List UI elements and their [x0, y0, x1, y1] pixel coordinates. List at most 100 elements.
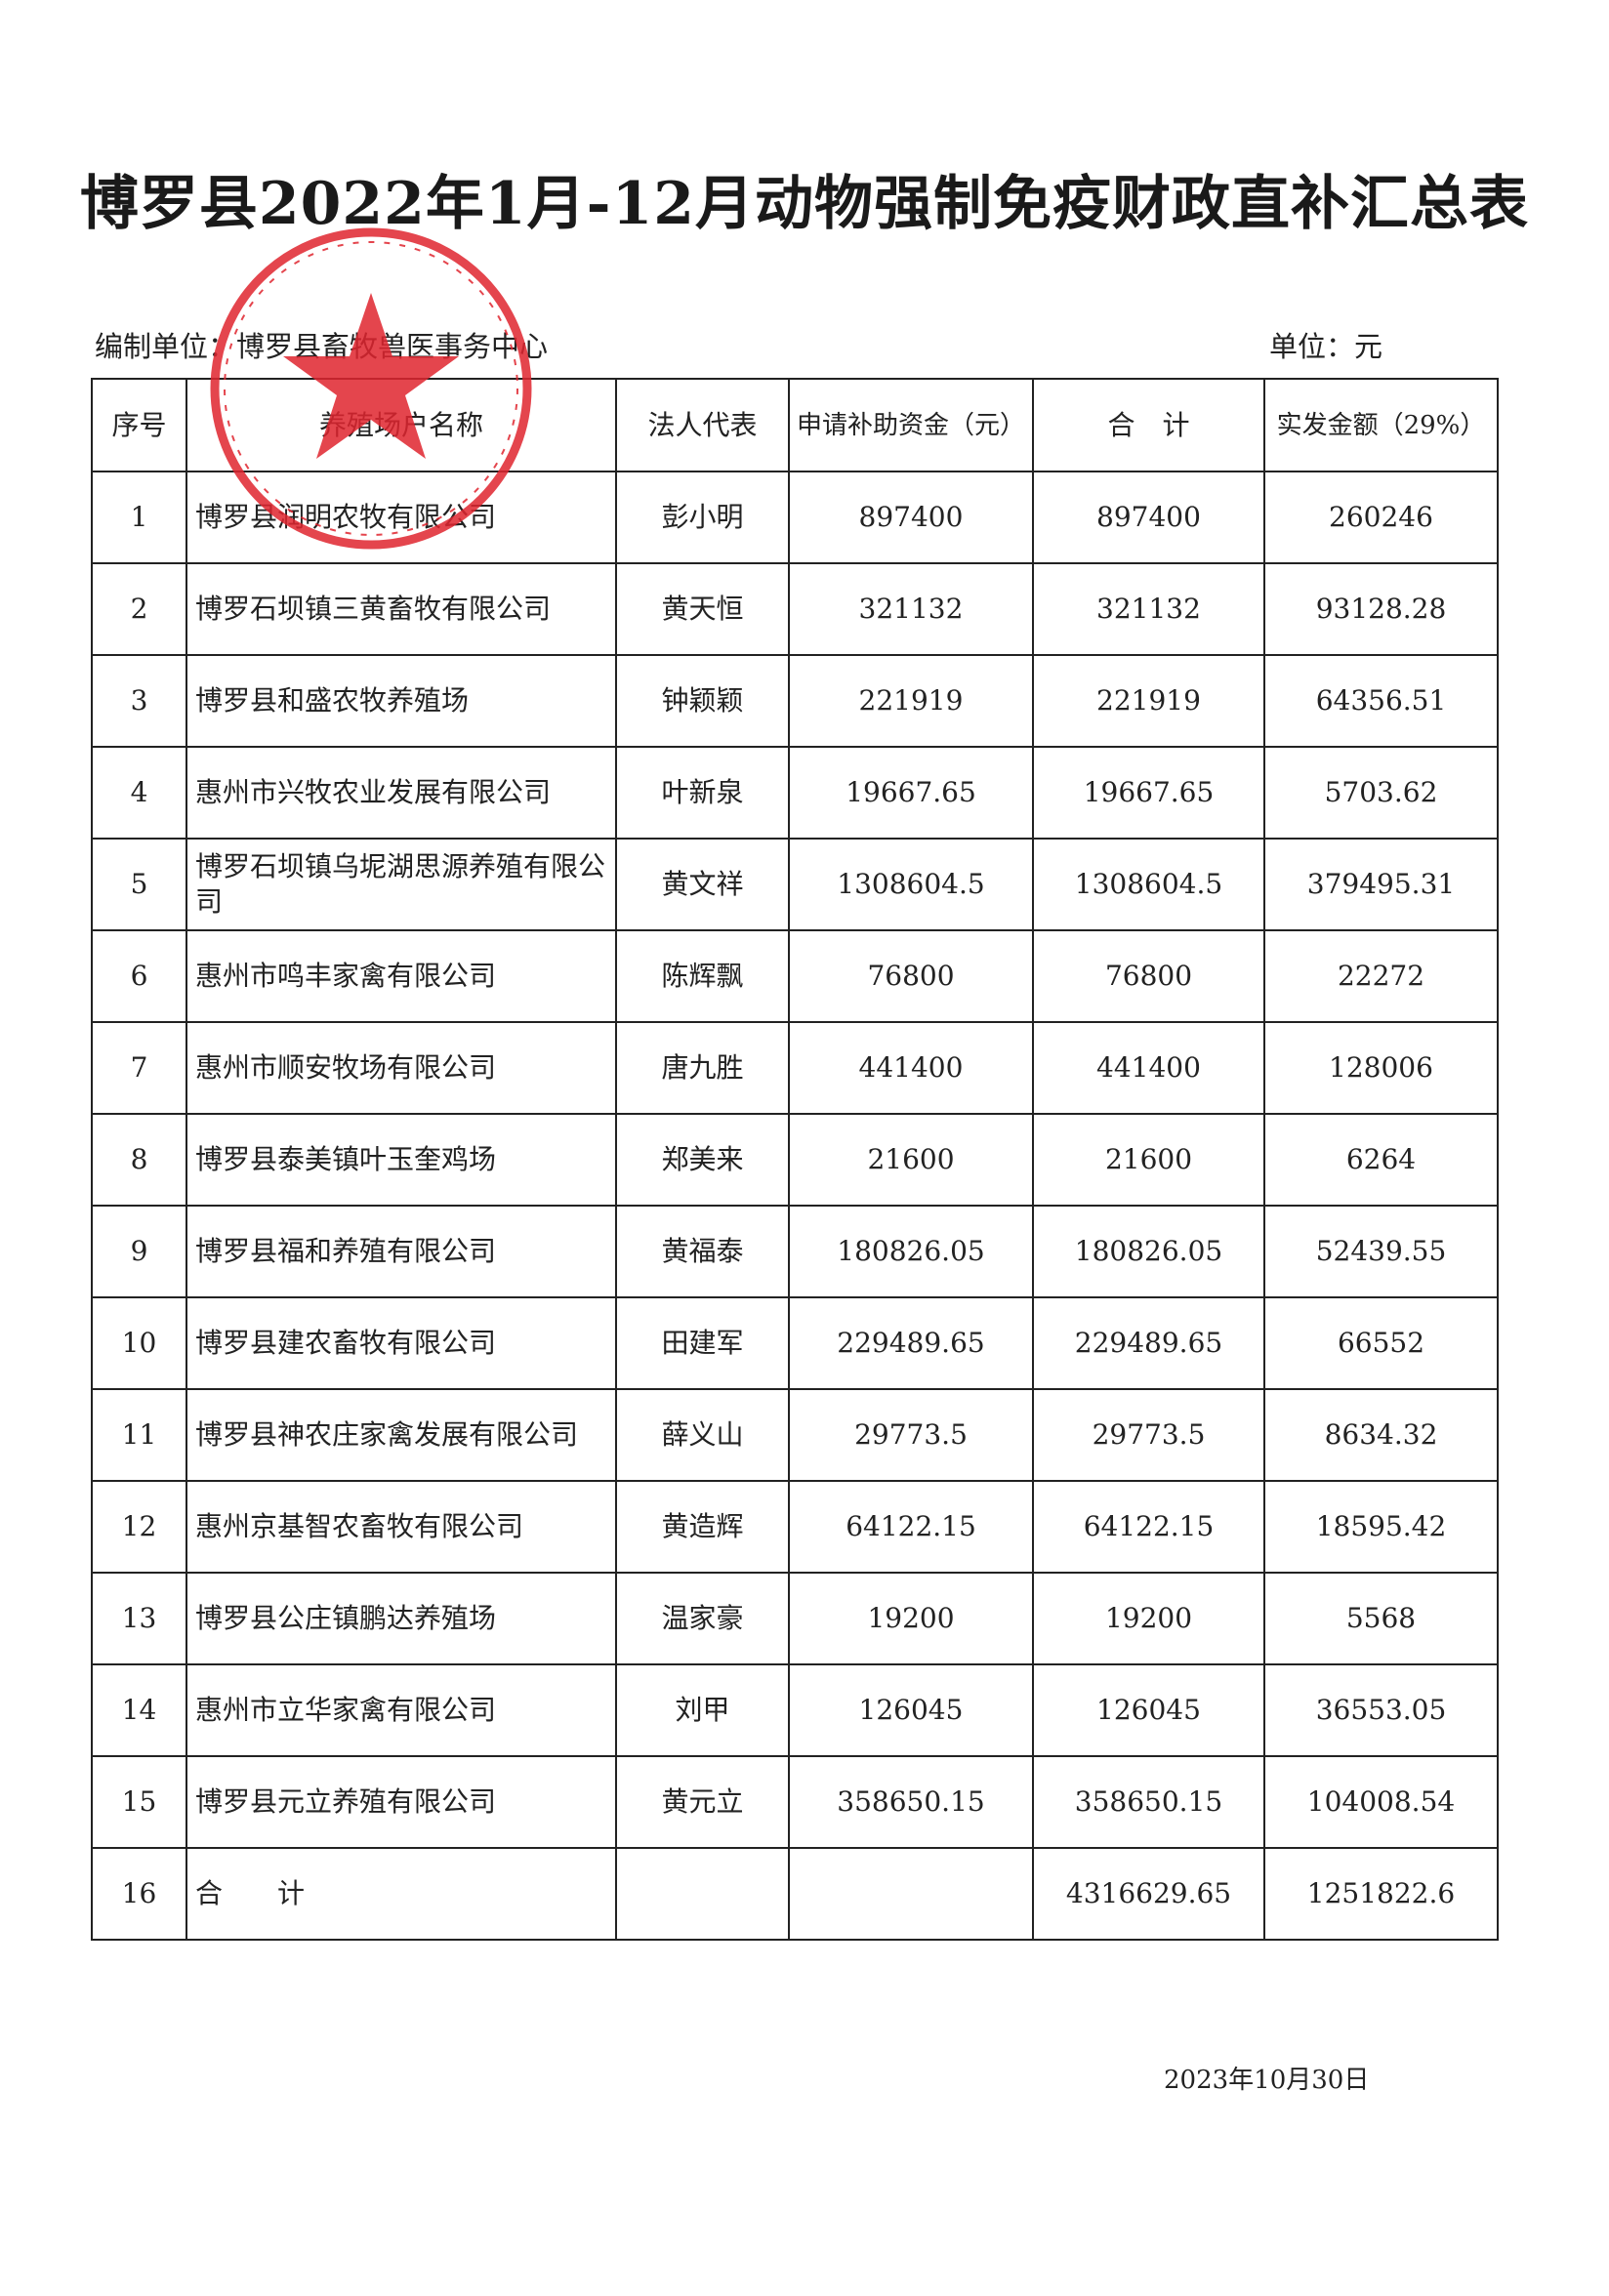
farm-name: 博罗县泰美镇叶玉奎鸡场 — [186, 1113, 617, 1207]
table-row: 4 惠州市兴牧农业发展有限公司 叶新泉 19667.65 19667.65 5703.62 — [91, 746, 1499, 840]
legal-representative: 黄元立 — [615, 1755, 790, 1849]
total-amount: 229489.65 — [1032, 1296, 1265, 1390]
currency-unit: 单位：元 — [1269, 330, 1383, 363]
total-amount: 358650.15 — [1032, 1755, 1265, 1849]
legal-representative: 郑美来 — [615, 1113, 790, 1207]
farm-name: 惠州市顺安牧场有限公司 — [186, 1021, 617, 1115]
table-row: 7 惠州市顺安牧场有限公司 唐九胜 441400 441400 128006 — [91, 1021, 1499, 1115]
legal-representative: 刘甲 — [615, 1663, 790, 1757]
table-row: 6 惠州市鸣丰家禽有限公司 陈辉飘 76800 76800 22272 — [91, 929, 1499, 1023]
header-cell: 合 计 — [1032, 378, 1265, 472]
header-cell: 法人代表 — [615, 378, 790, 472]
total-amount: 321132 — [1032, 562, 1265, 656]
table-row: 8 博罗县泰美镇叶玉奎鸡场 郑美来 21600 21600 6264 — [91, 1113, 1499, 1207]
row-number: 16 — [91, 1847, 187, 1941]
paid-amount: 5703.62 — [1263, 746, 1499, 840]
row-number: 11 — [91, 1388, 187, 1482]
row-number: 10 — [91, 1296, 187, 1390]
farm-name: 惠州市兴牧农业发展有限公司 — [186, 746, 617, 840]
row-number: 14 — [91, 1663, 187, 1757]
table-row: 2 博罗石坝镇三黄畜牧有限公司 黄天恒 321132 321132 93128.28 — [91, 562, 1499, 656]
legal-representative: 黄天恒 — [615, 562, 790, 656]
requested-amount: 21600 — [788, 1113, 1034, 1207]
table-row: 5 博罗石坝镇乌坭湖思源养殖有限公司 黄文祥 1308604.5 1308604.5 37… — [91, 838, 1499, 931]
total-amount: 76800 — [1032, 929, 1265, 1023]
table-row: 14 惠州市立华家禽有限公司 刘甲 126045 126045 36553.05 — [91, 1663, 1499, 1757]
farm-name: 博罗县公庄镇鹏达养殖场 — [186, 1572, 617, 1665]
total-amount: 19667.65 — [1032, 746, 1265, 840]
farm-name: 博罗县福和养殖有限公司 — [186, 1205, 617, 1298]
paid-amount: 6264 — [1263, 1113, 1499, 1207]
requested-amount: 180826.05 — [788, 1205, 1034, 1298]
row-number: 15 — [91, 1755, 187, 1849]
total-amount: 29773.5 — [1032, 1388, 1265, 1482]
total-amount: 180826.05 — [1032, 1205, 1265, 1298]
row-number: 8 — [91, 1113, 187, 1207]
total-amount: 126045 — [1032, 1663, 1265, 1757]
farm-name: 惠州市鸣丰家禽有限公司 — [186, 929, 617, 1023]
paid-amount: 93128.28 — [1263, 562, 1499, 656]
requested-amount: 19667.65 — [788, 746, 1034, 840]
table-header-row: 序号 养殖场户名称 法人代表 申请补助资金（元） 合 计 实发金额（29%） — [91, 378, 1499, 472]
legal-representative: 钟颖颖 — [615, 654, 790, 748]
table-row: 13 博罗县公庄镇鹏达养殖场 温家豪 19200 19200 5568 — [91, 1572, 1499, 1665]
total-amount: 1308604.5 — [1032, 838, 1265, 931]
total-amount: 21600 — [1032, 1113, 1265, 1207]
requested-amount — [788, 1847, 1034, 1941]
legal-representative: 彭小明 — [615, 471, 790, 564]
page-title: 博罗县2022年1月-12月动物强制免疫财政直补汇总表 — [79, 170, 1530, 238]
row-number: 13 — [91, 1572, 187, 1665]
table-row: 1 博罗县润明农牧有限公司 彭小明 897400 897400 260246 — [91, 471, 1499, 564]
farm-name: 博罗石坝镇乌坭湖思源养殖有限公司 — [186, 838, 617, 931]
farm-name: 博罗县和盛农牧养殖场 — [186, 654, 617, 748]
legal-representative: 黄文祥 — [615, 838, 790, 931]
table-row: 15 博罗县元立养殖有限公司 黄元立 358650.15 358650.15 104008… — [91, 1755, 1499, 1849]
farm-name: 博罗石坝镇三黄畜牧有限公司 — [186, 562, 617, 656]
paid-amount: 128006 — [1263, 1021, 1499, 1115]
header-cell: 实发金额（29%） — [1263, 378, 1499, 472]
farm-name: 惠州市立华家禽有限公司 — [186, 1663, 617, 1757]
farm-name: 合 计 — [186, 1847, 617, 1941]
requested-amount: 221919 — [788, 654, 1034, 748]
table-row: 12 惠州京基智农畜牧有限公司 黄造辉 64122.15 64122.15 18595.4… — [91, 1480, 1499, 1574]
requested-amount: 76800 — [788, 929, 1034, 1023]
requested-amount: 126045 — [788, 1663, 1034, 1757]
legal-representative: 薛义山 — [615, 1388, 790, 1482]
paid-amount: 64356.51 — [1263, 654, 1499, 748]
requested-amount: 358650.15 — [788, 1755, 1034, 1849]
row-number: 9 — [91, 1205, 187, 1298]
table-row: 11 博罗县神农庄家禽发展有限公司 薛义山 29773.5 29773.5 8634.32 — [91, 1388, 1499, 1482]
subsidy-table: 序号 养殖场户名称 法人代表 申请补助资金（元） 合 计 实发金额（29%） 1… — [91, 378, 1499, 1941]
table-row: 3 博罗县和盛农牧养殖场 钟颖颖 221919 221919 64356.51 — [91, 654, 1499, 748]
table-row: 16 合 计 4316629.65 1251822.6 — [91, 1847, 1499, 1941]
requested-amount: 229489.65 — [788, 1296, 1034, 1390]
header-cell: 序号 — [91, 378, 187, 472]
farm-name: 博罗县元立养殖有限公司 — [186, 1755, 617, 1849]
row-number: 4 — [91, 746, 187, 840]
paid-amount: 379495.31 — [1263, 838, 1499, 931]
legal-representative: 叶新泉 — [615, 746, 790, 840]
paid-amount: 18595.42 — [1263, 1480, 1499, 1574]
row-number: 3 — [91, 654, 187, 748]
legal-representative — [615, 1847, 790, 1941]
total-amount: 897400 — [1032, 471, 1265, 564]
total-amount: 221919 — [1032, 654, 1265, 748]
legal-representative: 黄福泰 — [615, 1205, 790, 1298]
total-amount: 19200 — [1032, 1572, 1265, 1665]
paid-amount: 1251822.6 — [1263, 1847, 1499, 1941]
paid-amount: 8634.32 — [1263, 1388, 1499, 1482]
paid-amount: 22272 — [1263, 929, 1499, 1023]
paid-amount: 5568 — [1263, 1572, 1499, 1665]
row-number: 2 — [91, 562, 187, 656]
paid-amount: 52439.55 — [1263, 1205, 1499, 1298]
requested-amount: 64122.15 — [788, 1480, 1034, 1574]
requested-amount: 321132 — [788, 562, 1034, 656]
table-row: 9 博罗县福和养殖有限公司 黄福泰 180826.05 180826.05 52439.5… — [91, 1205, 1499, 1298]
requested-amount: 19200 — [788, 1572, 1034, 1665]
table-row: 10 博罗县建农畜牧有限公司 田建军 229489.65 229489.65 66552 — [91, 1296, 1499, 1390]
requested-amount: 1308604.5 — [788, 838, 1034, 931]
paid-amount: 36553.05 — [1263, 1663, 1499, 1757]
row-number: 5 — [91, 838, 187, 931]
farm-name: 博罗县神农庄家禽发展有限公司 — [186, 1388, 617, 1482]
legal-representative: 田建军 — [615, 1296, 790, 1390]
